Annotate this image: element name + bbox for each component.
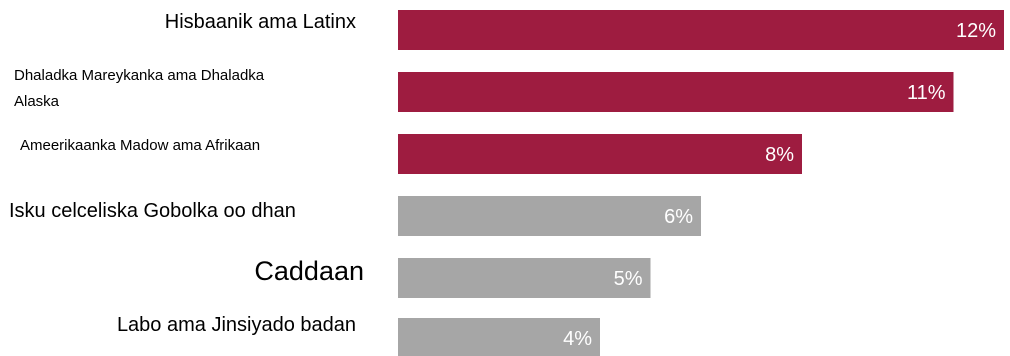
bar (398, 196, 701, 236)
category-label: Hisbaanik ama Latinx (165, 11, 356, 33)
bar (398, 258, 651, 298)
bar-value-label: 5% (614, 268, 643, 290)
bar-value-label: 12% (956, 20, 996, 42)
bar-value-label: 4% (563, 328, 592, 350)
category-label: Ameerikaanka Madow ama Afrikaan (20, 137, 260, 154)
category-label: Isku celceliska Gobolka oo dhan (9, 200, 296, 222)
category-label: Labo ama Jinsiyado badan (117, 314, 356, 336)
bar (398, 10, 1004, 50)
category-label: Dhaladka Mareykanka ama Dhaladka Alaska (14, 67, 265, 110)
bar-value-label: 6% (664, 206, 693, 228)
bar (398, 134, 802, 174)
bar-value-label: 8% (765, 144, 794, 166)
bar (398, 72, 954, 112)
bar (398, 318, 600, 356)
category-label: Caddaan (254, 256, 364, 286)
bar-value-label: 11% (907, 82, 946, 104)
